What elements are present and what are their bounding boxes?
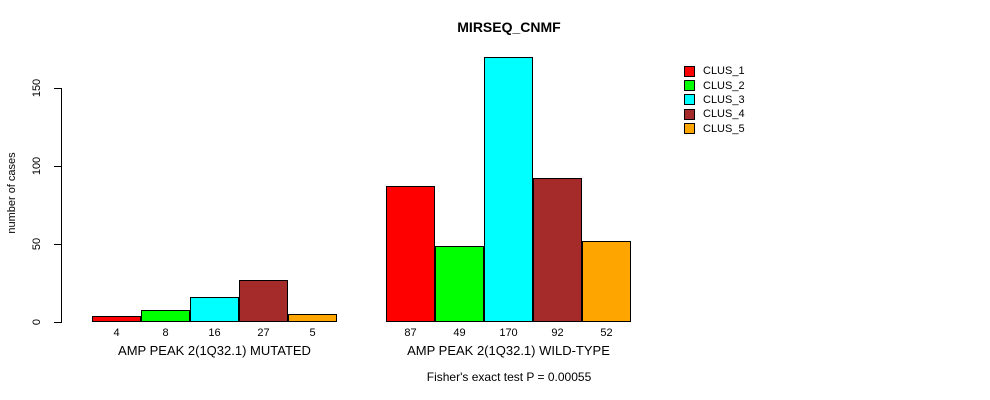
bar-clus_4-group1 — [239, 279, 288, 322]
y-tick-mark — [54, 166, 61, 167]
legend-swatch-icon — [684, 123, 695, 135]
legend-label: CLUS_1 — [703, 65, 745, 78]
legend-item: CLUS_3 — [684, 93, 745, 107]
bar-clus_3-group1 — [190, 297, 239, 322]
legend-label: CLUS_4 — [703, 108, 745, 121]
y-tick-label: 100 — [31, 156, 43, 176]
bar-clus_1-group1 — [92, 315, 141, 322]
bar-value-label: 8 — [162, 327, 169, 339]
legend-item: CLUS_4 — [684, 107, 745, 121]
y-axis-line — [61, 88, 62, 323]
x-group-label: AMP PEAK 2(1Q32.1) MUTATED — [118, 343, 311, 358]
legend-swatch-icon — [684, 108, 695, 120]
bar-value-label: 92 — [551, 327, 564, 339]
bar-clus_2-group1 — [141, 309, 190, 322]
legend-label: CLUS_5 — [703, 122, 745, 135]
y-tick-label: 0 — [31, 318, 43, 326]
y-tick-mark — [54, 322, 61, 323]
bar-value-label: 87 — [404, 327, 417, 339]
bar-clus_2-group2 — [435, 245, 484, 322]
legend-label: CLUS_3 — [703, 93, 745, 106]
legend: CLUS_1 CLUS_2 CLUS_3 CLUS_4 CLUS_5 — [684, 64, 745, 136]
bar-value-label: 170 — [499, 327, 518, 339]
legend-item: CLUS_1 — [684, 64, 745, 78]
legend-label: CLUS_2 — [703, 79, 745, 92]
bar-clus_5-group2 — [582, 240, 631, 322]
legend-item: CLUS_5 — [684, 122, 745, 136]
bar-clus_3-group2 — [484, 56, 533, 322]
fisher-test-note: Fisher's exact test P = 0.00055 — [426, 370, 592, 384]
legend-swatch-icon — [684, 80, 695, 92]
legend-swatch-icon — [684, 65, 695, 77]
bar-clus_1-group2 — [386, 186, 435, 322]
legend-item: CLUS_2 — [684, 78, 745, 92]
bar-value-label: 49 — [453, 327, 466, 339]
y-tick-label: 50 — [31, 237, 43, 251]
y-tick-mark — [54, 88, 61, 89]
legend-swatch-icon — [684, 94, 695, 106]
bar-clus_4-group2 — [533, 178, 582, 322]
y-tick-mark — [54, 244, 61, 245]
bar-clus_5-group1 — [288, 314, 337, 322]
x-group-label: AMP PEAK 2(1Q32.1) WILD-TYPE — [407, 343, 610, 358]
bar-value-label: 4 — [113, 327, 120, 339]
y-tick-label: 150 — [31, 78, 43, 98]
bar-value-label: 52 — [600, 327, 613, 339]
chart-title: MIRSEQ_CNMF — [457, 19, 561, 35]
bar-value-label: 5 — [309, 327, 316, 339]
bar-value-label: 16 — [208, 327, 221, 339]
bar-value-label: 27 — [257, 327, 270, 339]
